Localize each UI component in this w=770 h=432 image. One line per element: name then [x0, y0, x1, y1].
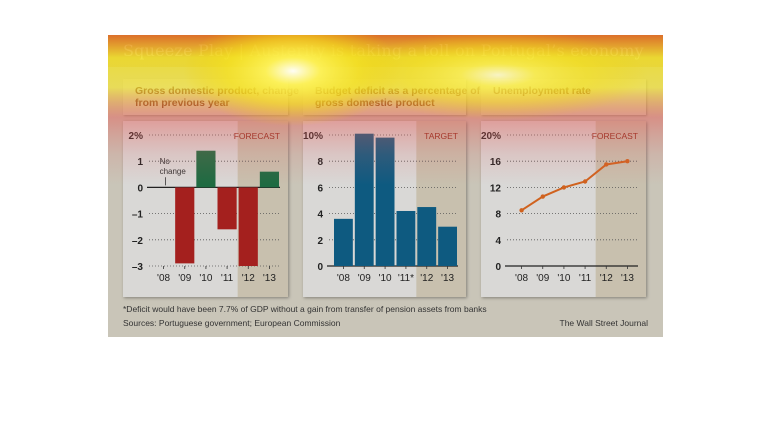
gdp-chart: FORECAST 2% 1 0 –1 –2 –3 '08 '09 '10 '11 '12 '13 Noch… — [129, 121, 288, 297]
x-tick-label: '10 — [199, 273, 212, 284]
data-point — [519, 208, 524, 213]
bar — [196, 150, 216, 188]
x-tick-label: '08 — [337, 273, 350, 284]
data-point — [604, 162, 609, 167]
deficit-chart-title: Budget deficit as a percentage of gross … — [315, 85, 481, 109]
y-tick-label: 2% — [129, 131, 144, 142]
y-tick-label: 10% — [303, 131, 323, 142]
x-tick-label: '11 — [221, 273, 234, 284]
unemployment-chart: FORECAST 20% 16 12 8 4 0 '08 '09 '10 '11 '12 '13 — [481, 121, 646, 297]
x-tick-label: '13 — [263, 273, 276, 284]
annotation-line-2: change — [160, 167, 187, 176]
deficit-chart: TARGET 10% 8 6 4 2 0 '08 '09 '10 '11* '12 '13 — [303, 121, 466, 297]
data-point — [540, 194, 545, 199]
data-point — [561, 185, 567, 190]
shaded-label: TARGET — [424, 131, 458, 141]
y-tick-label: 0 — [317, 262, 323, 273]
x-tick-label: '10 — [379, 273, 392, 284]
title-bar: Squeeze Play | Austerity is taking a tol… — [108, 35, 663, 67]
unemployment-panel-header: Unemployment rate — [481, 79, 646, 115]
y-tick-label: 0 — [137, 183, 143, 194]
sources: Sources: Portuguese government; European… — [123, 318, 341, 328]
y-tick-label: 2 — [317, 236, 323, 247]
gdp-chart-panel: FORECAST 2% 1 0 –1 –2 –3 '08 '09 '10 '11 '12 '13 No ch… — [123, 121, 288, 297]
unemployment-chart-panel: FORECAST 20% 16 12 8 4 0 '08 '09 '10 '11 '12 '13 — [481, 121, 646, 297]
bar — [259, 171, 279, 188]
x-tick-label: '08 — [515, 273, 528, 284]
y-tick-label: 8 — [317, 157, 323, 168]
credit: The Wall Street Journal — [559, 318, 649, 328]
unemployment-chart-title: Unemployment rate — [493, 85, 592, 97]
y-tick-label: 12 — [490, 183, 502, 194]
bar — [396, 210, 416, 266]
bar — [375, 137, 395, 266]
y-tick-label: –2 — [132, 236, 144, 247]
x-tick-label: '13 — [441, 273, 454, 284]
bar — [417, 207, 437, 266]
x-tick-label: '10 — [557, 273, 570, 284]
bar — [217, 187, 237, 230]
x-tick-label: '09 — [536, 273, 549, 284]
shaded-region — [595, 121, 646, 297]
infographic: Squeeze Play | Austerity is taking a tol… — [108, 35, 663, 337]
y-tick-label: –1 — [132, 210, 144, 221]
x-tick-label: '09 — [178, 273, 191, 284]
annotation-line-1: No — [160, 157, 171, 166]
gdp-panel-header: Gross domestic product, change from prev… — [123, 79, 299, 115]
x-tick-label: '11 — [579, 273, 592, 284]
graphic-title: Squeeze Play | Austerity is taking a tol… — [123, 41, 644, 60]
shaded-label: FORECAST — [592, 131, 638, 141]
footnote: *Deficit would have been 7.7% of GDP wit… — [123, 304, 487, 314]
x-tick-label: '12 — [600, 273, 613, 284]
deficit-panel-header: Budget deficit as a percentage of gross … — [303, 79, 480, 115]
bar — [238, 187, 258, 266]
y-tick-label: 6 — [317, 183, 323, 194]
shaded-label: FORECAST — [234, 131, 280, 141]
x-tick-label: '12 — [420, 273, 433, 284]
x-tick-label: '09 — [358, 273, 371, 284]
y-tick-label: –3 — [132, 262, 144, 273]
x-tick-label: '13 — [621, 273, 634, 284]
y-tick-label: 4 — [317, 210, 323, 221]
bar — [334, 218, 353, 266]
data-point — [625, 159, 630, 164]
y-tick-label: 8 — [495, 210, 501, 221]
y-tick-label: 0 — [495, 262, 501, 273]
y-tick-label: 20% — [481, 131, 501, 142]
y-tick-label: 16 — [490, 157, 502, 168]
bar — [354, 133, 374, 266]
y-tick-label: 1 — [137, 157, 143, 168]
x-tick-label: '11* — [398, 273, 414, 284]
data-point — [582, 179, 588, 184]
deficit-chart-panel: TARGET 10% 8 6 4 2 0 '08 '09 '10 '11* '12 '13 — [303, 121, 466, 297]
bar — [438, 226, 457, 266]
x-tick-label: '12 — [242, 273, 255, 284]
gdp-chart-title: Gross domestic product, change from prev… — [135, 85, 299, 109]
x-tick-label: '08 — [157, 273, 170, 284]
bar — [175, 187, 195, 264]
y-tick-label: 4 — [495, 236, 501, 247]
